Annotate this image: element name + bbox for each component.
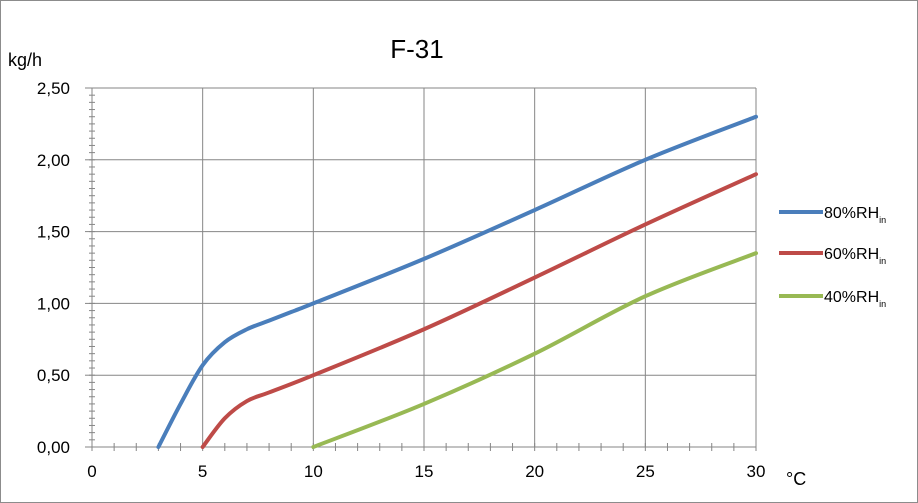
y-tick-label: 1,00: [37, 294, 70, 313]
legend-label-1: 60%RHin: [824, 246, 886, 266]
x-tick-label: 10: [304, 462, 323, 481]
chart-title: F-31: [390, 34, 443, 64]
x-axis-unit: °C: [786, 469, 806, 489]
series-line-1: [200, 172, 758, 449]
y-tick-label: 2,00: [37, 151, 70, 170]
legend: 80%RHin 60%RHin 40%RHin: [779, 205, 886, 309]
series-line-0: [156, 114, 758, 449]
legend-label-0: 80%RHin: [824, 205, 886, 225]
series-line-2: [311, 251, 758, 449]
series-lines: [156, 114, 758, 449]
y-axis-unit: kg/h: [8, 50, 42, 70]
y-tick-label: 2,50: [37, 79, 70, 98]
tick-labels: 0 5 10 15 20 25 30 0,00 0,50 1,00 1,50 2,00 2,50: [37, 79, 766, 481]
grid: [92, 87, 757, 447]
x-tick-label: 15: [415, 462, 434, 481]
x-tick-label: 0: [87, 462, 96, 481]
y-tick-label: 0,00: [37, 438, 70, 457]
x-tick-label: 20: [525, 462, 544, 481]
y-tick-label: 1,50: [37, 223, 70, 242]
x-tick-label: 5: [198, 462, 207, 481]
legend-label-2: 40%RHin: [824, 289, 886, 309]
x-tick-label: 25: [636, 462, 655, 481]
y-tick-label: 0,50: [37, 366, 70, 385]
x-tick-label: 30: [747, 462, 766, 481]
